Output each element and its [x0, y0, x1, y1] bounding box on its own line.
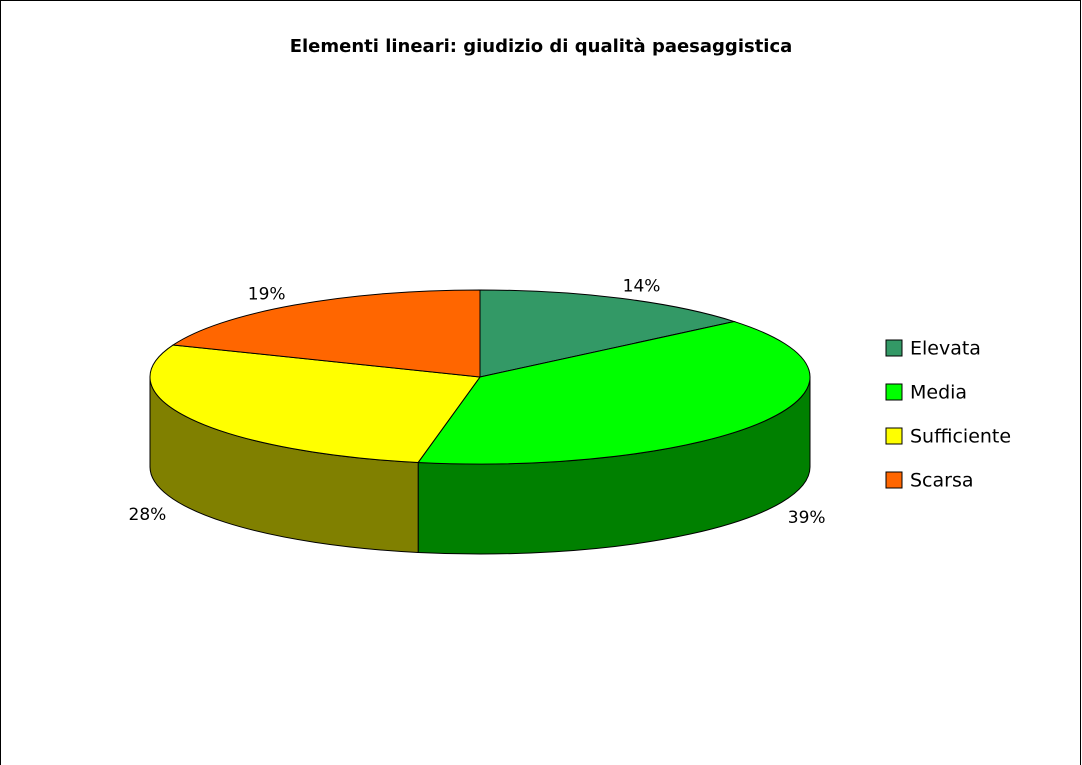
data-label: 19%: [248, 284, 286, 304]
pie-slice: [171, 289, 481, 378]
legend-swatch: [885, 427, 903, 445]
legend-label: Sufficiente: [910, 426, 1011, 448]
chart-title: Elementi lineari: giudizio di qualità pa…: [290, 36, 793, 57]
data-label: 28%: [129, 505, 167, 525]
pie-slice: [479, 289, 737, 378]
pie-slice: [417, 321, 811, 465]
pie-slice: [149, 344, 481, 463]
legend-label: Elevata: [910, 338, 981, 360]
data-label: 39%: [788, 508, 826, 528]
legend-swatch: [885, 339, 903, 357]
legend-label: Media: [910, 382, 967, 404]
legend-swatch: [885, 471, 903, 489]
legend-label: Scarsa: [910, 470, 974, 492]
data-label: 14%: [623, 276, 661, 296]
legend-swatch: [885, 383, 903, 401]
